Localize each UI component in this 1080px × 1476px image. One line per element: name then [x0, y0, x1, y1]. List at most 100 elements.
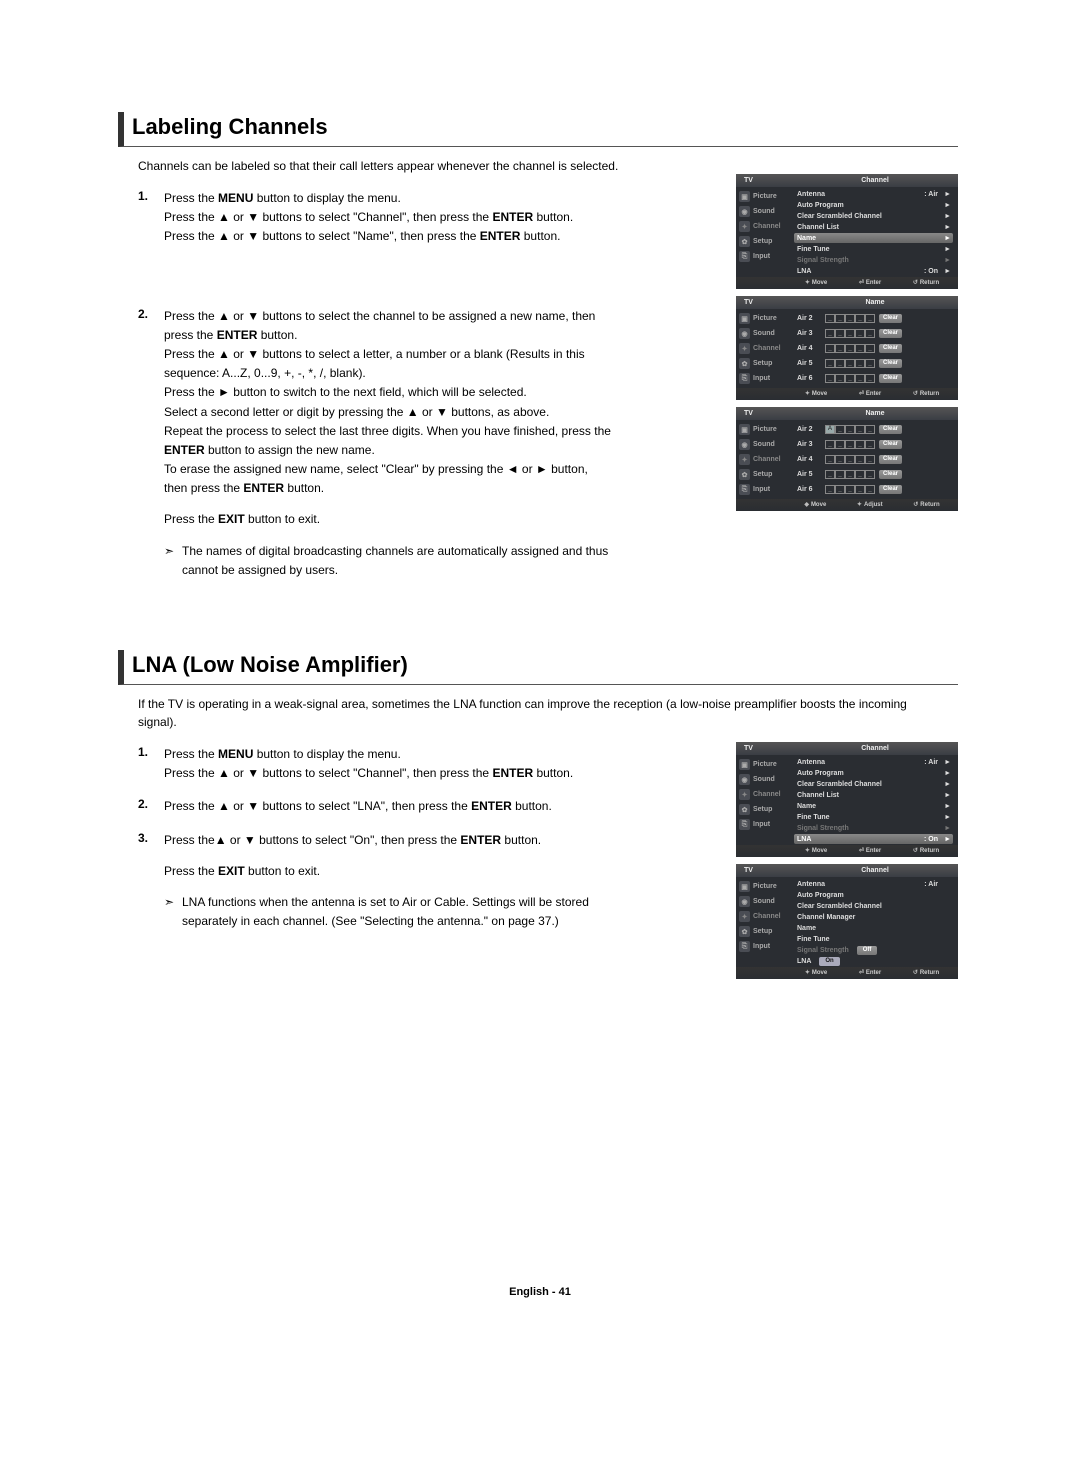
t: button to display the menu. [253, 747, 400, 761]
tv-screen-name-list: TVName ▣Picture ◉Sound ✦Channel ✿Setup ⎘… [736, 296, 958, 400]
channel-label: Air 3 [797, 441, 821, 448]
footer-move: Move [805, 279, 827, 286]
setup-icon: ✿ [739, 236, 750, 247]
tv-label: TV [736, 867, 792, 874]
t: ENTER [217, 328, 258, 342]
tv-label: TV [736, 745, 792, 752]
menu-lna: LNA: On► [794, 266, 953, 276]
t: Auto Program [797, 892, 844, 899]
char-boxes: _____ [825, 329, 875, 338]
t: button. [257, 328, 297, 342]
t: LNA [797, 268, 811, 275]
clear-pill: Clear [879, 455, 902, 464]
t: Press the [164, 191, 218, 205]
t: : On [924, 836, 938, 843]
menu-antenna: Antenna: Air► [794, 189, 953, 199]
char-boxes: _____ [825, 455, 875, 464]
clear-pill: Clear [879, 470, 902, 479]
tv-sidebar: ▣Picture ◉Sound ✦Channel ✿Setup ⎘Input [736, 187, 792, 277]
tv-sidebar: ▣Picture ◉Sound ✦Channel ✿Setup ⎘Input [736, 420, 792, 499]
t: Press the ▲ or ▼ buttons to select "Chan… [164, 210, 492, 224]
char-box: _ [845, 314, 855, 323]
t: Input [753, 821, 770, 828]
menu-signal-strength: Signal Strength► [794, 255, 953, 265]
sound-icon: ◉ [739, 774, 750, 785]
t: EXIT [218, 512, 245, 526]
tv-label: TV [736, 299, 792, 306]
char-box: _ [835, 425, 845, 434]
char-box: _ [855, 329, 865, 338]
t: To erase the assigned new name, select "… [164, 462, 588, 495]
channel-name-row: Air 4_____Clear [794, 341, 953, 355]
t: Press the ▲ or ▼ buttons to select "Name… [164, 229, 480, 243]
tv-footer: MoveEnterReturn [736, 388, 958, 400]
tv-footer: MoveEnterReturn [736, 845, 958, 857]
t: ENTER [480, 229, 521, 243]
char-box: _ [825, 455, 835, 464]
footer-move: Move [804, 501, 826, 508]
arrow-icon: ► [944, 792, 951, 799]
intro-text: If the TV is operating in a weak-signal … [138, 695, 938, 731]
channel-label: Air 6 [797, 486, 821, 493]
char-box: _ [855, 485, 865, 494]
t: Sound [753, 441, 775, 448]
t: Picture [753, 883, 777, 890]
t: Press the ► button to switch to the next… [164, 385, 527, 399]
t: Channel Manager [797, 914, 855, 921]
t: Signal Strength [797, 947, 849, 954]
t: ENTER [492, 210, 533, 224]
char-box: _ [835, 344, 845, 353]
tv-footer: MoveEnterReturn [736, 967, 958, 979]
setup-icon: ✿ [739, 469, 750, 480]
char-box: _ [865, 485, 875, 494]
char-box: _ [865, 455, 875, 464]
char-box: _ [825, 485, 835, 494]
char-box: _ [865, 374, 875, 383]
t: Signal Strength [797, 825, 849, 832]
tv-label: TV [736, 410, 792, 417]
t: Press the [164, 512, 218, 526]
tv-screen-lna-menu: TVChannel ▣Picture ◉Sound ✦Channel ✿Setu… [736, 742, 958, 857]
arrow-icon: ► [944, 803, 951, 810]
side-input: ⎘Input [736, 249, 792, 264]
char-boxes: A____ [825, 425, 875, 434]
char-box: _ [825, 440, 835, 449]
t: Input [753, 253, 770, 260]
char-boxes: _____ [825, 314, 875, 323]
t: ENTER [492, 766, 533, 780]
char-box: _ [865, 440, 875, 449]
t: Sound [753, 776, 775, 783]
t: button. [533, 210, 573, 224]
channel-name-row: Air 5_____Clear [794, 356, 953, 370]
char-box: _ [855, 314, 865, 323]
char-boxes: _____ [825, 470, 875, 479]
menu-clear-scrambled: Clear Scrambled Channel► [794, 211, 953, 221]
t: Input [753, 943, 770, 950]
channel-icon: ✦ [739, 454, 750, 465]
intro-text: Channels can be labeled so that their ca… [138, 157, 958, 175]
setup-icon: ✿ [739, 358, 750, 369]
footer-enter: Enter [859, 969, 881, 976]
t: Press the [164, 864, 218, 878]
tv-sidebar: ▣Picture ◉Sound ✦Channel ✿Setup ⎘Input [736, 877, 792, 967]
input-icon: ⎘ [739, 941, 750, 952]
char-box: _ [825, 314, 835, 323]
tv-title: Channel [792, 745, 958, 752]
sound-icon: ◉ [739, 206, 750, 217]
channel-icon: ✦ [739, 789, 750, 800]
clear-pill: Clear [879, 374, 902, 383]
clear-pill: Clear [879, 329, 902, 338]
t: Picture [753, 761, 777, 768]
input-icon: ⎘ [739, 484, 750, 495]
arrow-icon: ► [944, 224, 951, 231]
page-footer: English - 41 [509, 1286, 571, 1298]
t: Channel [753, 345, 781, 352]
t: Picture [753, 193, 777, 200]
menu-auto-program: Auto Program► [794, 200, 953, 210]
t: ENTER [243, 481, 284, 495]
char-box: _ [835, 359, 845, 368]
footer-enter: Enter [859, 847, 881, 854]
char-box: _ [855, 470, 865, 479]
t: button. [501, 833, 541, 847]
t: Channel List [797, 224, 839, 231]
